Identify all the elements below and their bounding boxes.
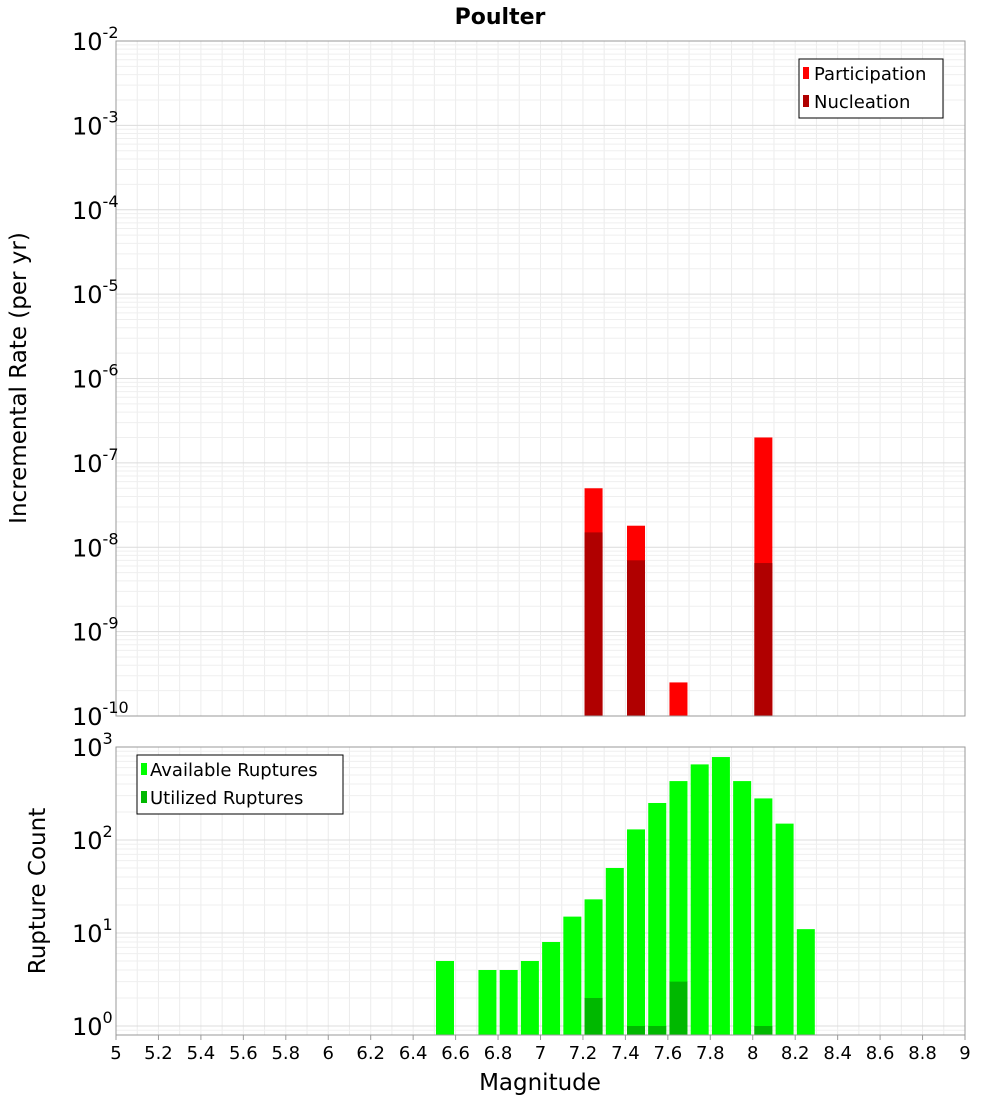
x-tick-label: 5.2 [144,1043,173,1064]
y-tick-label: 100 [72,1008,113,1041]
bar-available-ruptures [499,969,518,1035]
bar-available-ruptures [520,960,539,1035]
bottom-bars [435,757,815,1035]
y-tick-label: 10-5 [72,276,119,309]
y-tick-label: 102 [72,822,113,855]
y-tick-label: 10-9 [72,614,119,647]
x-tick-label: 9 [959,1043,970,1064]
y-tick-label: 103 [72,729,113,762]
bar-utilized-ruptures [584,997,603,1035]
legend-swatch-available [141,763,147,775]
legend-swatch-nucleation [803,95,809,107]
bar-nucleation [584,532,603,716]
legend-label-available: Available Ruptures [150,760,318,781]
x-tick-label: 6.2 [356,1043,385,1064]
bar-available-ruptures [733,781,752,1035]
x-tick-label: 5.6 [229,1043,258,1064]
bar-utilized-ruptures [648,1025,667,1035]
x-tick-label: 7.6 [654,1043,683,1064]
x-tick-label: 7 [535,1043,546,1064]
x-tick-label: 6 [323,1043,334,1064]
bar-available-ruptures [754,798,773,1035]
legend-swatch-participation [803,67,809,79]
x-tick-label: 5 [110,1043,121,1064]
bottom-grid [115,747,966,1036]
bar-utilized-ruptures [669,981,688,1035]
top-bars [584,437,773,716]
bar-available-ruptures [605,867,624,1035]
x-tick-label: 7.4 [611,1043,640,1064]
bar-available-ruptures [775,823,794,1035]
x-axis-label: Magnitude [479,1070,601,1096]
bar-available-ruptures [648,802,667,1035]
bar-available-ruptures [669,781,688,1035]
y-tick-label: 10-10 [72,698,129,731]
x-tick-label: 8.4 [823,1043,852,1064]
bottom-legend-box [136,754,344,815]
bottom-legend: Available Ruptures Utilized Ruptures [136,754,344,815]
y-tick-label: 10-2 [72,23,119,56]
y-tick-label: 10-6 [72,361,119,394]
y-tick-label: 10-4 [72,192,119,225]
x-tick-label: 8 [747,1043,758,1064]
y-tick-label: 10-3 [72,107,119,140]
top-grid [115,41,966,717]
x-tick-label: 8.6 [866,1043,895,1064]
bar-available-ruptures [796,929,815,1035]
legend-label-nucleation: Nucleation [814,92,910,113]
x-tick-label: 6.8 [484,1043,513,1064]
top-plot-frame [115,40,966,717]
bar-available-ruptures [627,829,646,1035]
bar-available-ruptures [478,969,497,1035]
bar-utilized-ruptures [754,1025,773,1035]
bottom-panel: 103 102 101 100 5 5.2 5.4 5.6 5.8 6 6.2 6.4 6.6 6.8 7… [25,729,971,1096]
y-tick-label: 10-7 [72,445,119,478]
x-tick-label: 6.4 [399,1043,428,1064]
top-yticks: 10-2 10-3 10-4 10-5 10-6 10-7 10-8 10-9 10-10 [72,23,129,731]
bar-participation [669,682,688,716]
x-tick-label: 7.8 [696,1043,725,1064]
bar-available-ruptures [563,916,582,1035]
bottom-yticks: 103 102 101 100 [72,729,113,1041]
top-legend-box [798,58,944,119]
bar-available-ruptures [711,757,730,1035]
bar-nucleation [754,563,773,716]
x-tick-label: 5.8 [271,1043,300,1064]
top-y-axis-label: Incremental Rate (per yr) [6,232,32,524]
top-legend: Participation Nucleation [798,58,944,119]
legend-label-utilized: Utilized Ruptures [150,788,303,809]
bar-available-ruptures [542,942,561,1035]
x-tick-label: 8.8 [908,1043,937,1064]
x-tick-label: 7.2 [569,1043,598,1064]
y-tick-label: 101 [72,915,113,948]
bar-available-ruptures [690,764,709,1035]
legend-swatch-utilized [141,791,147,803]
chart-title: Poulter [455,5,546,30]
top-panel: 10-2 10-3 10-4 10-5 10-6 10-7 10-8 10-9 10-10 In… [6,23,966,731]
bottom-y-axis-label: Rupture Count [25,808,51,974]
bar-available-ruptures [435,960,454,1035]
x-tick-label: 8.2 [781,1043,810,1064]
bar-utilized-ruptures [627,1025,646,1035]
legend-label-participation: Participation [814,64,926,85]
bottom-xticks: 5 5.2 5.4 5.6 5.8 6 6.2 6.4 6.6 6.8 7 7.2 7.4 7.6 7.8 8… [110,1035,971,1064]
x-tick-label: 6.6 [441,1043,470,1064]
bar-nucleation [627,560,646,716]
x-tick-label: 5.4 [187,1043,216,1064]
y-tick-label: 10-8 [72,529,119,562]
